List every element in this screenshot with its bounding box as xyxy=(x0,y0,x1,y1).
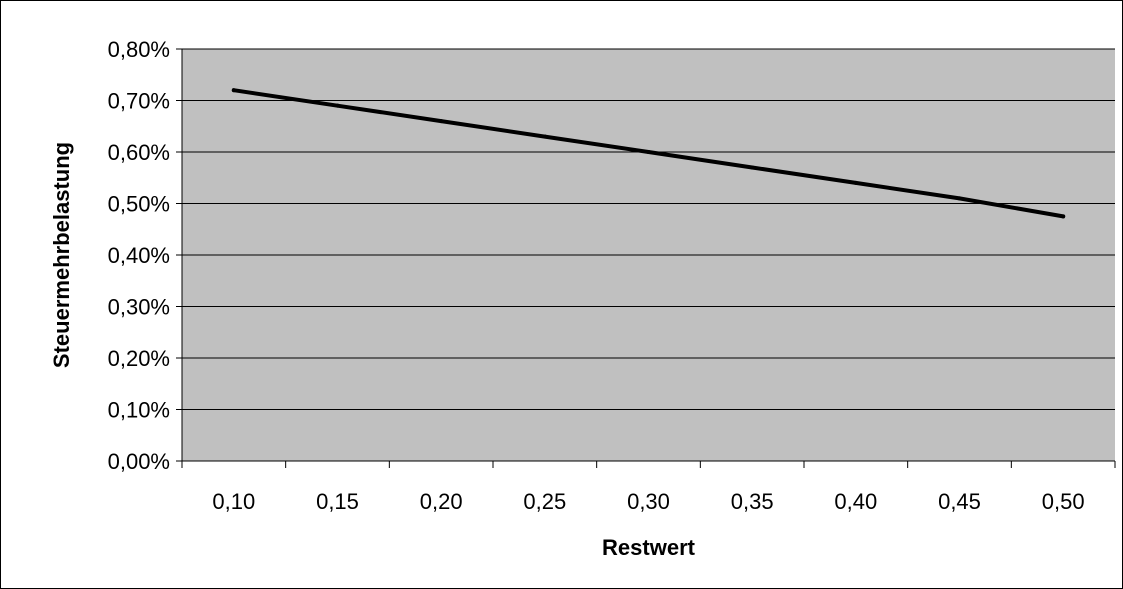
x-tick-label: 0,10 xyxy=(212,489,255,514)
y-axis-title: Steuermehrbelastung xyxy=(49,142,74,368)
x-tick-label: 0,45 xyxy=(938,489,981,514)
series-group xyxy=(231,88,1066,219)
data-point xyxy=(957,196,962,201)
y-tick-label: 0,50% xyxy=(108,192,170,217)
x-tick-label: 0,20 xyxy=(420,489,463,514)
y-tick-label: 0,00% xyxy=(108,449,170,474)
data-point xyxy=(231,88,236,93)
y-axis-ticks: 0,00% 0,10% 0,20% 0,30% 0,40% 0,50% 0,60% 0,70%… xyxy=(108,37,182,474)
y-tick-label: 0,70% xyxy=(108,89,170,114)
x-tick-label: 0,40 xyxy=(834,489,877,514)
y-tick-label: 0,40% xyxy=(108,243,170,268)
x-tick-label: 0,50 xyxy=(1042,489,1085,514)
x-tick-label: 0,35 xyxy=(731,489,774,514)
data-point xyxy=(853,180,858,185)
x-axis-title: Restwert xyxy=(602,535,696,560)
x-tick-label: 0,15 xyxy=(316,489,359,514)
x-tick-label: 0,25 xyxy=(523,489,566,514)
y-tick-label: 0,80% xyxy=(108,37,170,62)
data-point xyxy=(1061,214,1066,219)
data-point xyxy=(750,165,755,170)
y-tick-label: 0,30% xyxy=(108,295,170,320)
y-tick-label: 0,20% xyxy=(108,346,170,371)
x-tick-label: 0,30 xyxy=(627,489,670,514)
y-tick-label: 0,10% xyxy=(108,398,170,423)
data-point xyxy=(542,134,547,139)
x-axis-ticks: 0,10 0,15 0,20 0,25 0,30 0,35 0,40 0,45 0,50 xyxy=(181,461,1116,514)
data-point xyxy=(439,119,444,124)
data-point xyxy=(646,150,651,154)
y-tick-label: 0,60% xyxy=(108,140,170,165)
data-point xyxy=(335,103,340,108)
